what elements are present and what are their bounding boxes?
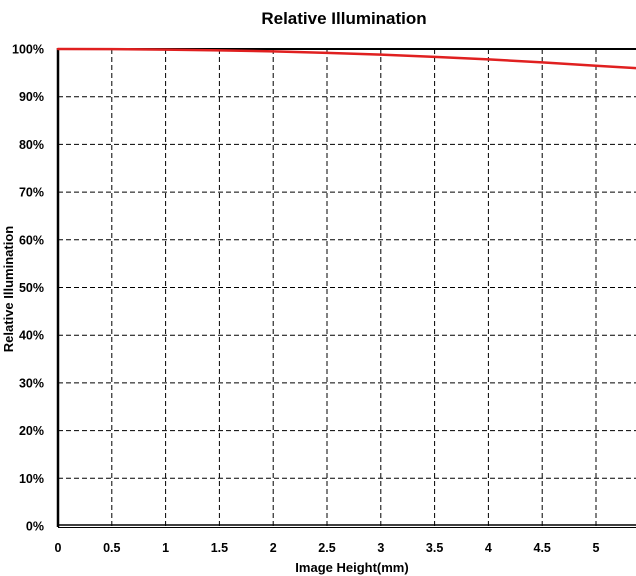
y-tick-label: 50% [19,281,44,295]
y-tick-label: 70% [19,186,44,200]
chart-title: Relative Illumination [261,9,426,28]
y-tick-label: 90% [19,90,44,104]
y-tick-label: 30% [19,376,44,390]
x-tick-label: 3 [377,541,384,555]
relative-illumination-series-line [56,47,636,70]
y-tick-label: 20% [19,424,44,438]
y-tick-labels: 0% 10% 20% 30% 40% 50% 60% 70% 80% 90% 100% [12,43,44,534]
series-layer [56,47,636,70]
y-tick-label: 80% [19,138,44,152]
x-tick-label: 4 [485,541,492,555]
y-tick-label: 100% [12,43,44,57]
x-tick-label: 1 [162,541,169,555]
grid-lines [58,49,636,526]
x-tick-label: 5 [593,541,600,555]
y-tick-label: 0% [26,520,44,534]
x-tick-label: 0 [55,541,62,555]
y-tick-label: 10% [19,472,44,486]
x-tick-label: 0.5 [103,541,120,555]
x-tick-labels: 0 0.5 1 1.5 2 2.5 3 3.5 4 4.5 5 [55,541,600,555]
x-tick-label: 3.5 [426,541,443,555]
x-tick-label: 2 [270,541,277,555]
x-tick-label: 1.5 [211,541,228,555]
x-axis-label: Image Height(mm) [295,560,408,575]
x-tick-label: 2.5 [318,541,335,555]
x-tick-label: 4.5 [534,541,551,555]
y-tick-label: 40% [19,329,44,343]
y-tick-label: 60% [19,233,44,247]
y-axis-label: Relative Illumination [1,226,16,352]
